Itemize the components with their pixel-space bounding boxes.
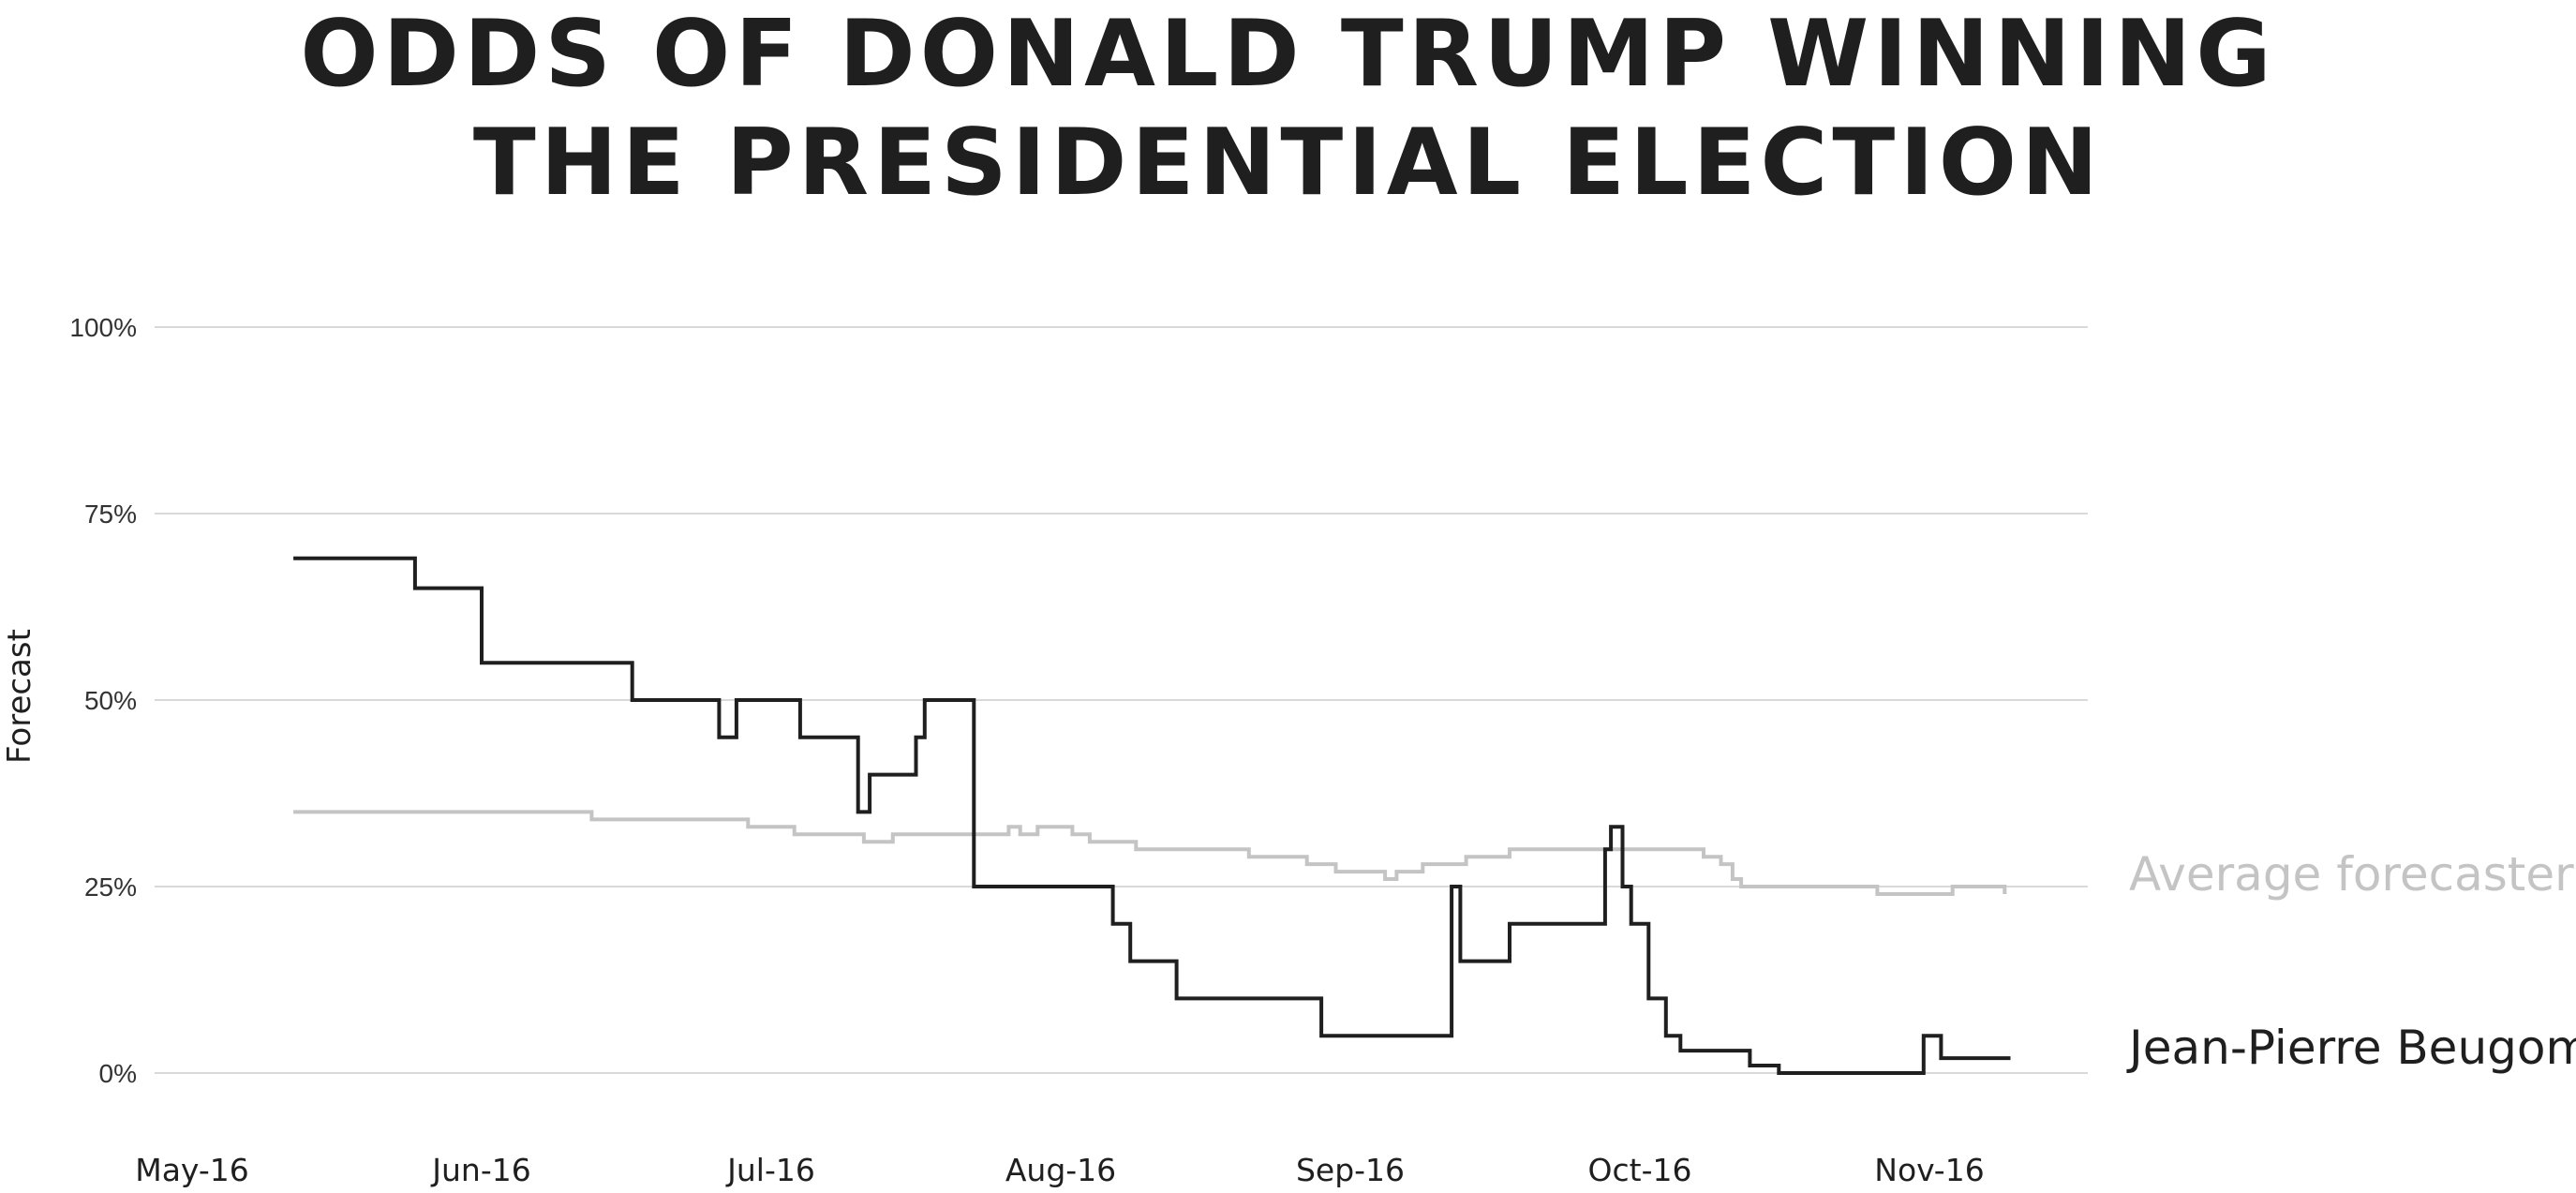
x-tick-label: Jul-16: [725, 1152, 815, 1188]
series-legend-labels: Average forecaster Jean-Pierre Beugoms: [2126, 847, 2576, 1075]
series-lines: [293, 556, 2011, 1075]
gridlines: [155, 326, 2088, 1074]
x-tick-label: Nov-16: [1874, 1152, 1984, 1188]
x-tick-label: Sep-16: [1296, 1152, 1405, 1188]
chart-title: ODDS OF DONALD TRUMP WINNING THE PRESIDE…: [0, 0, 2576, 217]
chart-title-line-1: ODDS OF DONALD TRUMP WINNING: [300, 1, 2276, 108]
x-tick-label: May-16: [135, 1152, 249, 1188]
y-axis-label: Forecast: [1, 629, 38, 764]
x-tick-label: Oct-16: [1588, 1152, 1692, 1188]
x-tick-label: Jun-16: [430, 1152, 530, 1188]
x-axis-ticks: May-16 Jun-16 Jul-16 Aug-16 Sep-16 Oct-16 Nov-…: [135, 1152, 1984, 1188]
legend-label-average-forecaster: Average forecaster: [2129, 847, 2574, 902]
legend-label-jean-pierre-beugoms: Jean-Pierre Beugoms: [2126, 1021, 2576, 1075]
y-tick-label: 0%: [99, 1059, 137, 1088]
x-tick-label: Aug-16: [1005, 1152, 1116, 1188]
chart-title-line-2: THE PRESIDENTIAL ELECTION: [472, 110, 2104, 216]
y-tick-label: 50%: [84, 686, 137, 715]
y-tick-label: 100%: [69, 313, 137, 342]
series-line-average-forecaster: [293, 810, 2007, 896]
y-tick-label: 25%: [84, 872, 137, 902]
series-line-jean-pierre-beugoms: [293, 556, 2011, 1075]
y-tick-label: 75%: [84, 500, 137, 529]
y-axis-ticks: 0% 25% 50% 75% 100%: [69, 313, 137, 1088]
